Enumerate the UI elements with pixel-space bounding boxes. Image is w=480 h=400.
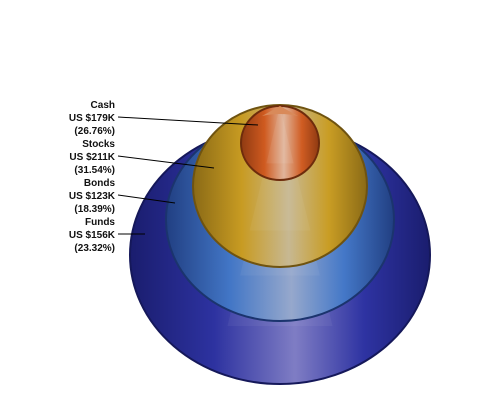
label-stocks-pct: (31.54%) [74,165,115,176]
leader-line-cash [117,116,259,126]
label-funds-pct: (23.32%) [74,243,115,254]
leader-line-stocks [117,155,215,169]
segment-labels: Cash US $179K (26.76%) Stocks US $211K (… [69,100,116,254]
label-bonds-name: Bonds [84,178,116,189]
leader-line-bonds [117,194,176,204]
leader-lines [117,116,259,235]
label-bonds-pct: (18.39%) [74,204,115,215]
label-bonds-value: US $123K [69,191,116,202]
label-cash-pct: (26.76%) [74,126,115,137]
cone-highlight-cash [266,106,294,164]
label-stocks-value: US $211K [69,152,115,163]
label-funds-value: US $156K [69,230,116,241]
label-cash-value: US $179K [69,113,116,124]
cone-apex [262,106,298,116]
cone-layer-cash [240,105,320,181]
label-stocks-name: Stocks [82,139,115,150]
label-cash-name: Cash [91,100,115,111]
cone-layers [129,104,431,385]
label-funds-name: Funds [85,217,115,228]
